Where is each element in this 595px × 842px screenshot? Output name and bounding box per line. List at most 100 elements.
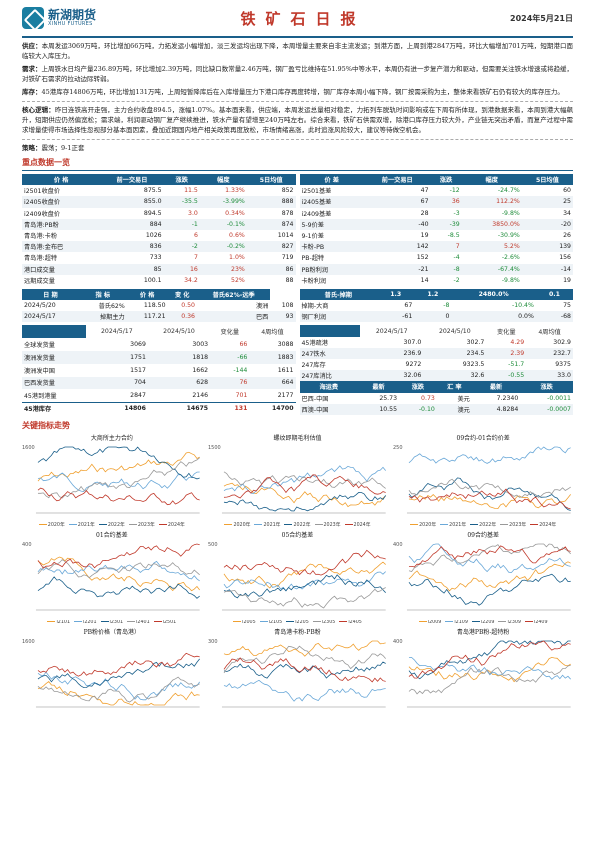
paragraph-label: 供应： bbox=[22, 42, 42, 50]
chart-plot: 1600 bbox=[22, 639, 200, 708]
legend-item: i2409 bbox=[524, 620, 548, 625]
table-cell: 14806 bbox=[85, 401, 148, 415]
table-cell: 33.0 bbox=[526, 370, 573, 382]
table-cell: 75 bbox=[563, 302, 571, 310]
legend-swatch bbox=[470, 523, 479, 526]
legend-item: 2022年 bbox=[98, 523, 125, 528]
table-cell: 1818 bbox=[147, 351, 211, 364]
table-cell: -0.1% bbox=[199, 218, 247, 230]
table-header: 涨跌 bbox=[163, 174, 200, 186]
table-cell: -21 bbox=[363, 263, 431, 275]
chart-plot: 1500 bbox=[208, 445, 386, 514]
paragraph-text: 45港库存14806万吨，环比增加131万吨，上周短暂降库后在入库增量压力下港口… bbox=[41, 88, 564, 96]
separator bbox=[22, 101, 573, 102]
y-tick-label: 300 bbox=[208, 639, 218, 645]
table-header-row: 普氏-掉期 1.3 1.2 2480.0% 0.1 bbox=[299, 288, 573, 301]
series-line bbox=[223, 549, 386, 576]
series-line bbox=[37, 471, 200, 492]
legend-swatch bbox=[524, 620, 533, 623]
table-cell: 25 bbox=[521, 196, 573, 208]
line-chart: 大商所主力合约 1600 2020年 2021年 2022年 2023年 2024年 bbox=[22, 433, 202, 528]
table-cell: 14700 bbox=[249, 401, 296, 415]
table-cell: 2024/5/20 bbox=[24, 302, 56, 310]
table-row: 青岛港:PB粉 884 -1 -0.1% 874 bbox=[22, 218, 296, 230]
legend-item: 2022年 bbox=[470, 523, 496, 528]
table-row: 2024/5/17 掉期主力 117.21 0.36 巴西 93 bbox=[22, 311, 296, 323]
table-cell: 139 bbox=[521, 241, 573, 253]
series-line bbox=[223, 574, 386, 599]
legend-item: i2305 bbox=[312, 620, 335, 625]
table-cell: 1611 bbox=[277, 366, 294, 374]
table-header: 幅度 bbox=[461, 174, 522, 186]
table-row: 西澳-中国 10.55 -0.10 澳元 4.8284 -0.0007 bbox=[299, 403, 573, 415]
table-row: 巴西-中国 25.73 0.73 美元 7.2340 -0.0011 bbox=[300, 393, 574, 404]
series-line bbox=[408, 477, 572, 511]
table-header: 涨跌 bbox=[520, 381, 573, 393]
ocean-freight-table: 海运费 最新 涨跌汇 率最新 涨跌 巴西-中国 25.73 0.73 美元 7.2340 -0.0… bbox=[299, 381, 574, 415]
table-cell: i2409收盘价 bbox=[24, 210, 61, 218]
chart-plot: 500 bbox=[208, 542, 386, 611]
table-cell: 巴西-中国 bbox=[301, 395, 329, 403]
legend-item: i2405 bbox=[339, 620, 362, 625]
table-cell: 卡粉-PB bbox=[299, 241, 364, 253]
series-line bbox=[37, 457, 200, 499]
paragraph-text: 本周发运3069万吨，环比增加66万吨，力拓发运小幅增加，淡三发运均出现下降，本… bbox=[22, 42, 573, 60]
series-line bbox=[37, 556, 200, 592]
table-cell: PB粉利润 bbox=[299, 263, 364, 275]
table-cell: -0.0011 bbox=[547, 394, 571, 402]
table-cell: 302.7 bbox=[466, 338, 485, 346]
table-cell: -4 bbox=[453, 254, 460, 262]
table-cell: -68 bbox=[535, 311, 573, 323]
legend-item: i2009 bbox=[418, 620, 441, 625]
table-cell: 888 bbox=[246, 196, 296, 208]
table-cell: 25.73 bbox=[379, 394, 398, 402]
chart-legend: 2020年 2021年 2022年 2023年 2024年 bbox=[208, 521, 388, 528]
table-cell: -2 bbox=[163, 241, 200, 253]
table-cell: 2847 bbox=[130, 391, 146, 399]
paragraph: 需求：上周铁水日均产量236.89万吨，环比增加2.39万吨，同比缺口数常量2.… bbox=[22, 64, 573, 84]
table-cell: 45港库存 bbox=[22, 401, 86, 415]
table-cell: 掉期-大商 bbox=[301, 303, 329, 311]
table-cell: 628 bbox=[147, 376, 211, 390]
chart-legend: 2020年 2021年 2022年 2023年 2024年 bbox=[22, 521, 202, 528]
table-cell: 108 bbox=[281, 302, 294, 310]
table-cell: -9.8% bbox=[501, 209, 520, 217]
table-cell: 青岛港:PB粉 bbox=[22, 218, 101, 230]
legend-item: i2309 bbox=[498, 620, 521, 625]
legend-swatch bbox=[224, 523, 233, 526]
table-cell: 852 bbox=[281, 187, 294, 195]
table-cell: 3069 bbox=[130, 341, 146, 349]
table-cell: -35.5 bbox=[163, 196, 200, 208]
legend-item: i2401 bbox=[127, 620, 150, 625]
table-cell: 236.9 bbox=[360, 347, 424, 359]
legend-item: i2105 bbox=[259, 620, 282, 625]
table-cell: 701 bbox=[235, 391, 248, 399]
table-cell: 7 bbox=[430, 241, 462, 253]
table-cell: -39 bbox=[430, 218, 462, 230]
series-line bbox=[223, 471, 386, 489]
table-cell: -30.9% bbox=[497, 232, 520, 240]
table-header: 日 期 bbox=[22, 288, 79, 301]
table-cell: 0.6% bbox=[229, 232, 245, 240]
table-cell: 3.0 bbox=[188, 209, 198, 217]
legend-swatch bbox=[259, 620, 268, 623]
table-header-row: 海运费 最新 涨跌汇 率最新 涨跌 bbox=[299, 381, 573, 393]
table-cell: 45港到港量 bbox=[24, 392, 57, 400]
legend-item: 2023年 bbox=[314, 523, 341, 528]
legend-item: i2301 bbox=[100, 620, 123, 625]
table-cell: 3850.0% bbox=[461, 218, 522, 230]
table-cell: -0.2% bbox=[199, 241, 247, 253]
series-line bbox=[409, 561, 572, 592]
table-cell: 港口成交量 bbox=[22, 263, 101, 275]
series-line bbox=[409, 640, 572, 679]
table-header: 价 格 bbox=[126, 288, 168, 301]
series-line bbox=[409, 664, 572, 695]
legend-swatch bbox=[68, 523, 77, 526]
y-tick-label: 1600 bbox=[22, 445, 35, 451]
table-header: 幅度 bbox=[199, 174, 247, 186]
legend-item: 2024年 bbox=[158, 523, 185, 528]
series-line bbox=[409, 545, 572, 568]
table-header: 前一交易日 bbox=[100, 174, 164, 186]
table-cell: 247库存 bbox=[301, 362, 326, 370]
report-header: 新湖期货 XINHU FUTURES 铁矿石日报 2024年5月21日 bbox=[22, 0, 573, 38]
